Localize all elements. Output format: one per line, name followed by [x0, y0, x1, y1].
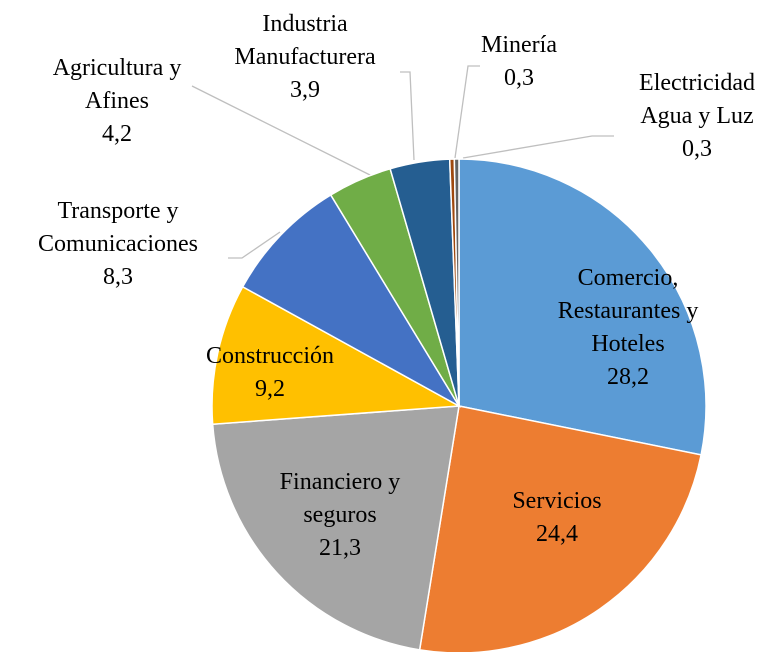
- category-label: Servicios: [512, 488, 602, 514]
- category-label: Agricultura y Afines: [52, 55, 182, 114]
- value-label: 0,3: [682, 136, 712, 162]
- leader-line: [462, 135, 614, 159]
- pie-slice: [418, 405, 702, 652]
- data-label: Electricidad Agua y Luz 0,3: [622, 67, 772, 166]
- data-label: Transporte y Comunicaciones 8,3: [2, 195, 234, 294]
- leader-line: [191, 85, 381, 181]
- data-label: Industria Manufacturera 3,9: [210, 8, 400, 107]
- leader-line: [400, 71, 415, 161]
- value-label: 0,3: [504, 65, 534, 91]
- data-label: Servicios 24,4: [482, 485, 632, 551]
- value-label: 9,2: [255, 376, 285, 402]
- category-label: Minería: [481, 32, 557, 58]
- category-label: Industria Manufacturera: [234, 11, 376, 70]
- data-label: Financiero y seguros 21,3: [270, 466, 410, 565]
- category-label: Comercio, Restaurantes y Hoteles: [557, 265, 699, 357]
- value-label: 24,4: [536, 521, 578, 547]
- data-label: Minería 0,3: [459, 29, 579, 95]
- value-label: 4,2: [102, 121, 132, 147]
- leader-line: [454, 65, 480, 159]
- pie-slice: [453, 158, 460, 407]
- data-label: Agricultura y Afines 4,2: [32, 52, 202, 151]
- category-label: Construcción: [206, 343, 334, 369]
- category-label: Electricidad Agua y Luz: [639, 70, 755, 129]
- value-label: 21,3: [319, 535, 361, 561]
- value-label: 28,2: [607, 364, 649, 390]
- value-label: 8,3: [103, 264, 133, 290]
- pie-slice: [458, 158, 707, 456]
- pie-slice: [211, 285, 462, 426]
- pie-slice: [211, 405, 460, 651]
- leader-lines: [191, 65, 614, 259]
- category-label: Transporte y Comunicaciones: [38, 198, 198, 257]
- leader-line: [228, 231, 281, 259]
- category-label: Financiero y seguros: [279, 469, 401, 528]
- data-label: Construcción 9,2: [180, 340, 360, 406]
- pie-slice: [241, 193, 462, 409]
- data-label: Comercio, Restaurantes y Hoteles 28,2: [536, 262, 721, 394]
- value-label: 3,9: [290, 77, 320, 103]
